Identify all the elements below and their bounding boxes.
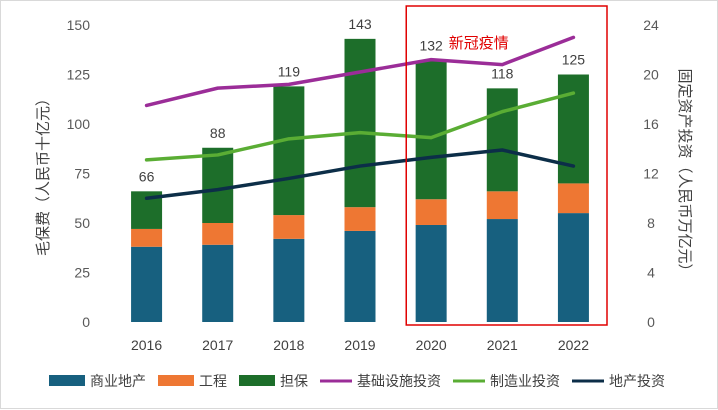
right-axis-tick-label: 12: [643, 166, 659, 182]
x-axis-tick-label: 2018: [273, 337, 304, 353]
manufacturing-investment-line: [144, 91, 576, 162]
property-investment-line: [144, 148, 576, 200]
bar-total-label: 66: [139, 168, 155, 184]
bar-segment-guarantee: [273, 86, 305, 216]
bar-total-label: 125: [562, 52, 586, 68]
legend-guarantee: 担保: [239, 373, 308, 389]
bar-total-label: 132: [419, 38, 443, 54]
bar-total-label: 119: [278, 63, 301, 79]
legend-label: 商业地产: [90, 373, 146, 389]
bar-total-label: 143: [348, 16, 372, 32]
legend-property-investment: 地产投资: [572, 373, 665, 389]
left-axis-tick-label: 25: [74, 265, 90, 281]
right-axis-tick-label: 0: [647, 314, 655, 330]
bar-segment-commercial-property: [486, 219, 518, 322]
legend-swatch: [49, 375, 85, 386]
x-axis-tick-label: 2017: [202, 337, 233, 353]
bar-segment-guarantee: [486, 88, 518, 192]
bar-total-label: 118: [491, 65, 514, 81]
right-axis-tick-label: 20: [643, 67, 659, 83]
legend-label: 工程: [199, 373, 227, 389]
covid-highlight-label: 新冠疫情: [449, 35, 509, 52]
x-axis-tick-label: 2020: [416, 337, 447, 353]
bar-segment-engineering: [344, 207, 376, 231]
left-axis-tick-label: 125: [67, 67, 91, 83]
left-axis-tick-label: 150: [67, 17, 91, 33]
left-axis-title: 毛保费（人民币十亿元）: [35, 91, 52, 256]
left-axis-tick-label: 0: [82, 314, 90, 330]
left-axis-tick-label: 50: [74, 215, 90, 231]
bar-segment-engineering: [202, 223, 234, 245]
bar-total-label: 88: [210, 125, 226, 141]
bar-segment-guarantee: [202, 147, 234, 223]
bar-segment-commercial-property: [557, 213, 589, 322]
legend-label: 制造业投资: [490, 373, 560, 389]
right-axis-tick-label: 24: [643, 17, 659, 33]
x-axis-tick-label: 2016: [131, 337, 162, 353]
legend-label: 基础设施投资: [357, 373, 441, 389]
legend-label: 担保: [280, 373, 308, 389]
legend-engineering: 工程: [158, 373, 227, 389]
legend-label: 地产投资: [609, 373, 665, 389]
legend-swatch: [158, 375, 194, 386]
infrastructure-investment-line: [144, 35, 576, 108]
bar-segment-engineering: [557, 183, 589, 214]
covid-highlight-box: [405, 5, 608, 326]
legend-commercial-property: 商业地产: [49, 373, 146, 389]
x-axis-tick-label: 2019: [344, 337, 375, 353]
right-axis-title: 固定资产投资（人民币万亿元）: [676, 68, 693, 278]
bar-segment-guarantee: [344, 38, 376, 208]
bar-segment-commercial-property: [344, 230, 376, 322]
bar-segment-engineering: [131, 228, 163, 247]
bar-segment-engineering: [486, 191, 518, 220]
bar-segment-engineering: [415, 199, 447, 225]
legend-manufacturing-investment: 制造业投资: [453, 373, 560, 389]
bar-segment-engineering: [273, 215, 305, 239]
bar-segment-commercial-property: [131, 246, 163, 322]
bar-segment-commercial-property: [415, 224, 447, 322]
left-axis-tick-label: 100: [67, 116, 91, 132]
legend-infrastructure-investment: 基础设施投资: [320, 373, 441, 389]
bar-segment-commercial-property: [202, 244, 234, 322]
left-axis-tick-label: 75: [74, 166, 90, 182]
legend-swatch: [239, 375, 275, 386]
bar-segment-commercial-property: [273, 238, 305, 322]
x-axis-tick-label: 2022: [558, 337, 589, 353]
right-axis-tick-label: 16: [643, 116, 659, 132]
bar-segment-guarantee: [415, 60, 447, 200]
right-axis-tick-label: 8: [647, 215, 655, 231]
x-axis-tick-label: 2021: [487, 337, 518, 353]
right-axis-tick-label: 4: [647, 265, 655, 281]
